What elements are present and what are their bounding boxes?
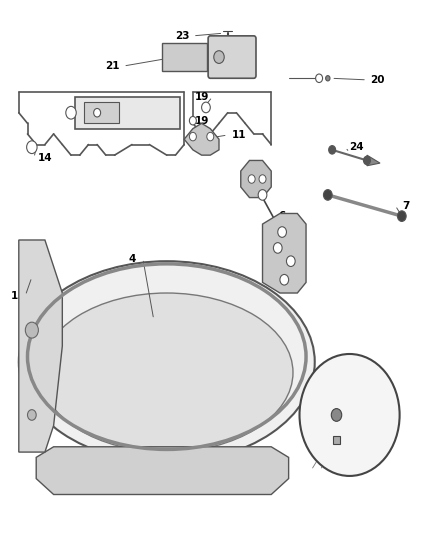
Text: 21: 21 [105, 61, 120, 71]
Text: 6: 6 [279, 251, 286, 261]
Circle shape [316, 74, 322, 83]
Circle shape [248, 175, 255, 183]
Circle shape [323, 190, 332, 200]
Polygon shape [19, 240, 62, 452]
Circle shape [189, 132, 196, 141]
Circle shape [328, 146, 336, 154]
Circle shape [259, 175, 266, 183]
Bar [75, 97, 180, 128]
Text: 22: 22 [214, 44, 229, 54]
Bar [84, 102, 119, 123]
Ellipse shape [41, 293, 293, 452]
Circle shape [286, 256, 295, 266]
Text: 23: 23 [175, 31, 189, 41]
Text: 7: 7 [403, 200, 410, 211]
Text: 24: 24 [349, 142, 364, 152]
Text: 19: 19 [194, 116, 209, 126]
Polygon shape [184, 123, 219, 155]
Circle shape [300, 354, 399, 476]
Text: 8: 8 [307, 414, 315, 424]
Bar [333, 436, 339, 444]
Circle shape [27, 141, 37, 154]
Polygon shape [262, 214, 306, 293]
Circle shape [331, 409, 342, 421]
Polygon shape [367, 155, 380, 166]
Circle shape [214, 51, 224, 63]
Text: 5: 5 [241, 172, 249, 182]
Circle shape [201, 102, 210, 113]
Text: 6: 6 [279, 211, 286, 221]
Circle shape [325, 76, 330, 81]
Circle shape [189, 116, 196, 125]
Circle shape [207, 132, 214, 141]
FancyBboxPatch shape [162, 43, 207, 71]
Text: 19: 19 [194, 92, 209, 102]
Ellipse shape [19, 261, 315, 463]
Circle shape [258, 190, 267, 200]
Polygon shape [36, 447, 289, 495]
Circle shape [25, 322, 39, 338]
Circle shape [278, 227, 286, 237]
Circle shape [94, 109, 101, 117]
Circle shape [280, 274, 289, 285]
FancyBboxPatch shape [208, 36, 256, 78]
Text: 14: 14 [38, 153, 52, 163]
Text: 20: 20 [371, 75, 385, 85]
Circle shape [273, 243, 282, 253]
Text: 11: 11 [231, 130, 246, 140]
Circle shape [364, 156, 371, 165]
Text: 9: 9 [342, 389, 349, 399]
Text: 4: 4 [128, 254, 136, 263]
Circle shape [28, 410, 36, 420]
Polygon shape [241, 160, 271, 198]
Circle shape [397, 211, 406, 221]
Text: 1: 1 [11, 290, 18, 301]
Circle shape [66, 107, 76, 119]
